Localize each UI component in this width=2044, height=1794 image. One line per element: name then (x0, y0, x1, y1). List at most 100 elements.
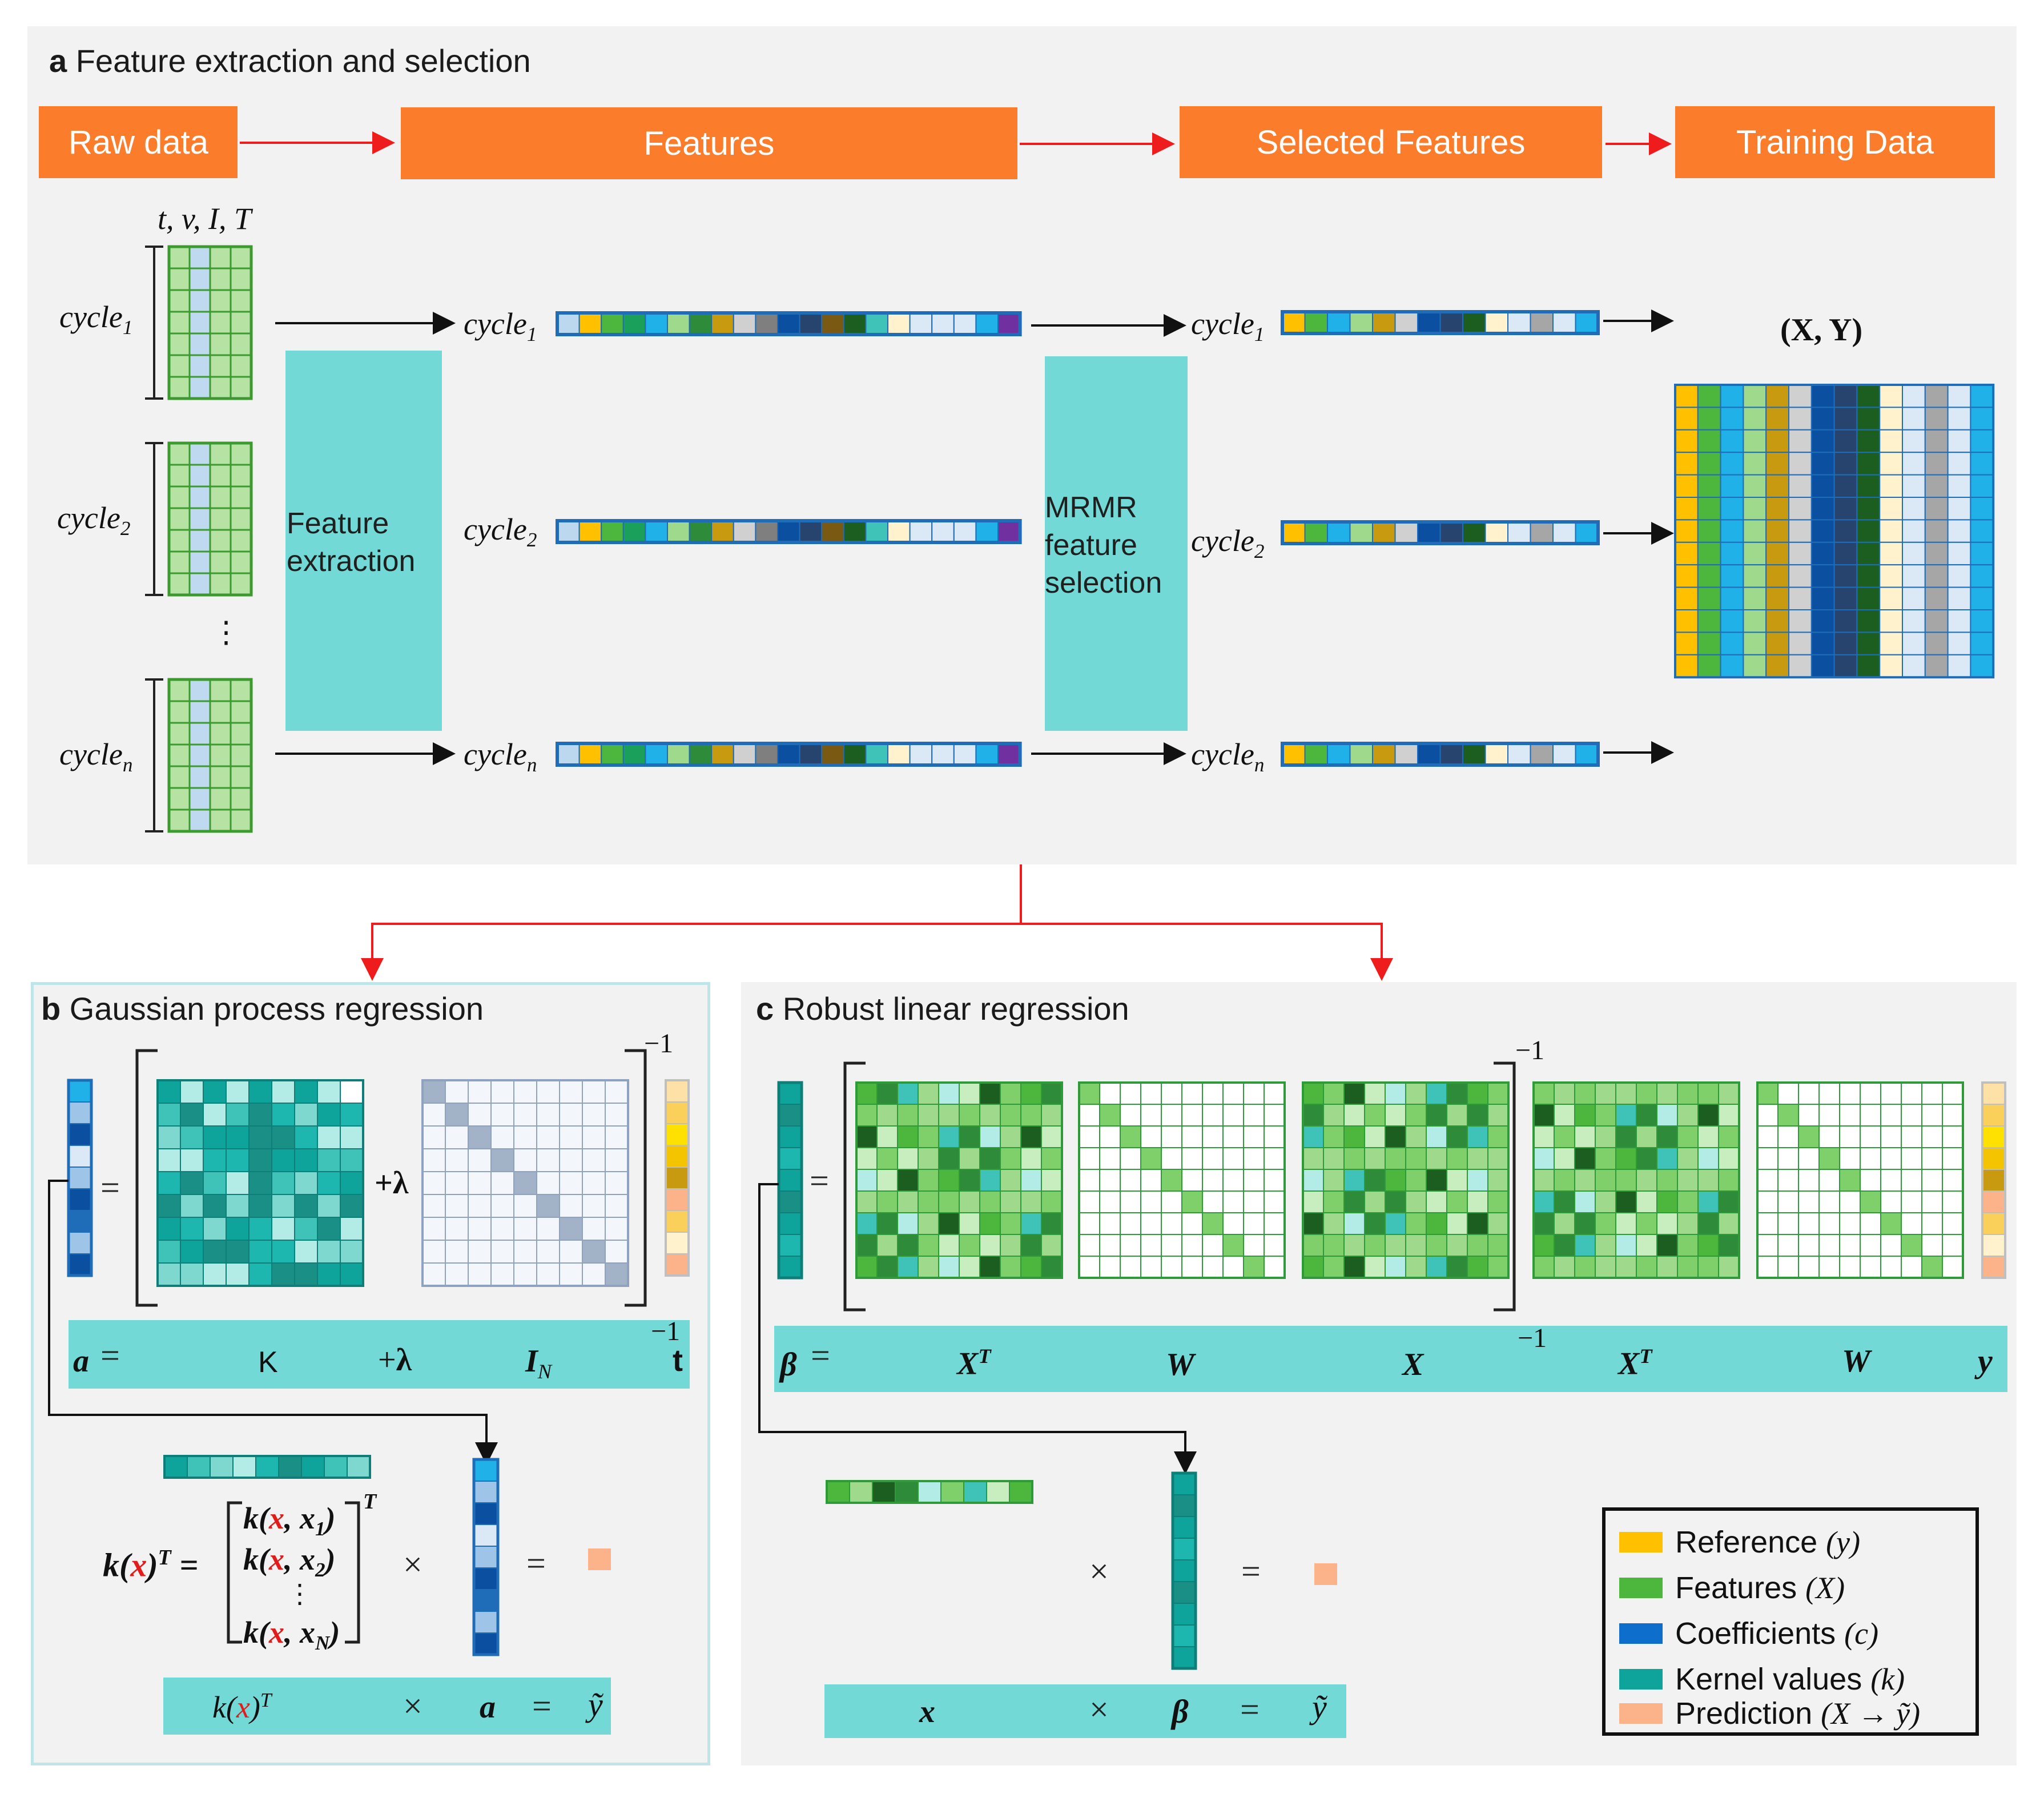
rlr-W-matrix-1-cell (1140, 1104, 1162, 1127)
selected-vector-n-cell (1552, 743, 1576, 766)
gpr-pred-times: × (403, 1687, 423, 1725)
rlr-X-matrix-cell (1487, 1125, 1509, 1148)
identity-matrix-cell (445, 1125, 469, 1149)
training-matrix-cell (1810, 564, 1835, 588)
feature-vector-1-cell (733, 312, 757, 335)
rlr-X-matrix-cell (1405, 1082, 1427, 1105)
raw-data-grid-3-frame (167, 678, 253, 833)
feature-vector-n-cell (645, 743, 669, 766)
identity-matrix-cell (468, 1125, 492, 1149)
rlr-W-matrix-2-cell (1921, 1147, 1943, 1170)
identity-matrix-cell (490, 1103, 514, 1127)
identity-matrix-cell (559, 1240, 583, 1264)
feature-vector-1-cell (909, 312, 933, 335)
raw-data-grid-1-cell (188, 332, 211, 356)
training-matrix-cell (1924, 609, 1949, 633)
gpr-a-vector-cell (473, 1589, 498, 1612)
rlr-X-matrix-cell (1385, 1082, 1406, 1105)
training-matrix-cell (1788, 564, 1812, 588)
training-matrix-cell (1970, 407, 1994, 431)
rlr-X-matrix-cell (1302, 1082, 1324, 1105)
identity-matrix-cell (605, 1262, 629, 1286)
feature-vector-n-cell (997, 743, 1021, 766)
kernel-row-vector-cell (255, 1455, 279, 1478)
raw-data-grid-2-cell (168, 485, 191, 509)
raw-data-grid-1-cell (188, 289, 211, 313)
rlr-XT-matrix-2-cell (1595, 1234, 1616, 1257)
rlr-W-matrix-1-cell (1161, 1256, 1182, 1278)
kernel-matrix-cell (248, 1148, 272, 1172)
rlr-y-vector-cell (1982, 1256, 2006, 1278)
gpr-equation-bar (69, 1320, 690, 1389)
raw-data-grid-1-cell (230, 246, 252, 269)
kernel-matrix-cell (226, 1262, 250, 1286)
rlr-W-matrix-2-cell (1921, 1125, 1943, 1148)
kernel-matrix-cell (340, 1125, 364, 1149)
kernel-matrix-cell (271, 1103, 295, 1127)
raw-data-grid-2-cell (230, 442, 252, 466)
rlr-W-matrix-1-cell (1161, 1125, 1182, 1148)
rlr-XT-matrix-2-cell (1615, 1256, 1637, 1278)
rlr-XT-matrix-2-cell (1656, 1256, 1678, 1278)
rlr-x-row-vector-cell (986, 1481, 1010, 1503)
training-matrix-cell (1743, 474, 1767, 498)
gpr-coef-vector-cell (68, 1101, 92, 1124)
identity-matrix-cell (445, 1080, 469, 1104)
rlr-W-matrix-1-cell (1161, 1212, 1182, 1235)
identity-matrix-cell (445, 1194, 469, 1218)
rlr-W-matrix-1-cell (1079, 1169, 1100, 1192)
training-matrix-cell (1833, 429, 1858, 453)
identity-matrix-cell (513, 1217, 537, 1241)
rlr-W-matrix-2-cell (1880, 1190, 1902, 1213)
gpr-pred-ytilde: ỹ (588, 1686, 603, 1723)
rlr-X-matrix-cell (1426, 1147, 1447, 1170)
rlr-y-vector-cell (1982, 1104, 2006, 1127)
feature-vector-n-cell (711, 743, 734, 766)
rlr-W-matrix-1-cell (1222, 1147, 1244, 1170)
rlr-beta-lower-cell (1172, 1624, 1196, 1647)
rlr-pred-x: x (919, 1694, 935, 1729)
selected-vector-n-cell (1372, 743, 1396, 766)
feature-vector-n-cell (557, 743, 580, 766)
training-matrix-cell (1743, 519, 1767, 543)
rlr-eq-W2: W (1842, 1344, 1870, 1379)
training-matrix-cell (1810, 429, 1835, 453)
rlr-x-row-vector-cell (895, 1481, 919, 1503)
rlr-XT-matrix-1-cell (1000, 1190, 1021, 1213)
selected-vector-n-cell (1507, 743, 1531, 766)
rlr-W-matrix-2-cell (1880, 1125, 1902, 1148)
kernel-row-vector-cell (301, 1455, 325, 1478)
cycle-label-sel-2: cycle2 (1191, 524, 1265, 562)
kernel-matrix-cell (203, 1148, 227, 1172)
rlr-x-row-vector-cell (826, 1481, 850, 1503)
raw-data-grid-3-cell (168, 700, 191, 724)
selected-vector-1-cell (1507, 311, 1531, 334)
training-matrix-cell (1833, 631, 1858, 655)
kernel-matrix-cell (271, 1171, 295, 1195)
rlr-eq-y: y (1978, 1342, 1993, 1379)
kernel-matrix-cell (203, 1262, 227, 1286)
raw-data-grid-2-cell (188, 442, 211, 466)
identity-matrix-cell (605, 1125, 629, 1149)
identity-matrix-cell (582, 1080, 606, 1104)
rlr-XT-matrix-1-cell (938, 1212, 960, 1235)
feature-vector-2-cell (887, 520, 911, 543)
rlr-XT-matrix-1-cell (979, 1190, 1001, 1213)
rlr-XT-matrix-1-cell (979, 1082, 1001, 1105)
kernel-matrix-cell (294, 1171, 318, 1195)
rlr-X-matrix-cell (1405, 1190, 1427, 1213)
training-matrix-cell (1765, 654, 1789, 678)
rlr-W-matrix-1-cell (1099, 1212, 1121, 1235)
raw-data-grid-2-cell (188, 485, 211, 509)
rlr-X-matrix-cell (1487, 1104, 1509, 1127)
training-matrix-cell (1947, 609, 1971, 633)
rlr-W-matrix-1-cell (1140, 1169, 1162, 1192)
rlr-XT-matrix-1-cell (1000, 1104, 1021, 1127)
kernel-matrix-cell (248, 1171, 272, 1195)
rlr-XT-matrix-1-cell (1000, 1234, 1021, 1257)
rlr-XT-matrix-1-cell (1020, 1147, 1042, 1170)
rlr-XT-matrix-2-cell (1554, 1256, 1575, 1278)
rlr-XT-matrix-2-cell (1636, 1169, 1657, 1192)
training-matrix-cell (1743, 541, 1767, 566)
feature-vector-2-frame (556, 519, 1022, 544)
